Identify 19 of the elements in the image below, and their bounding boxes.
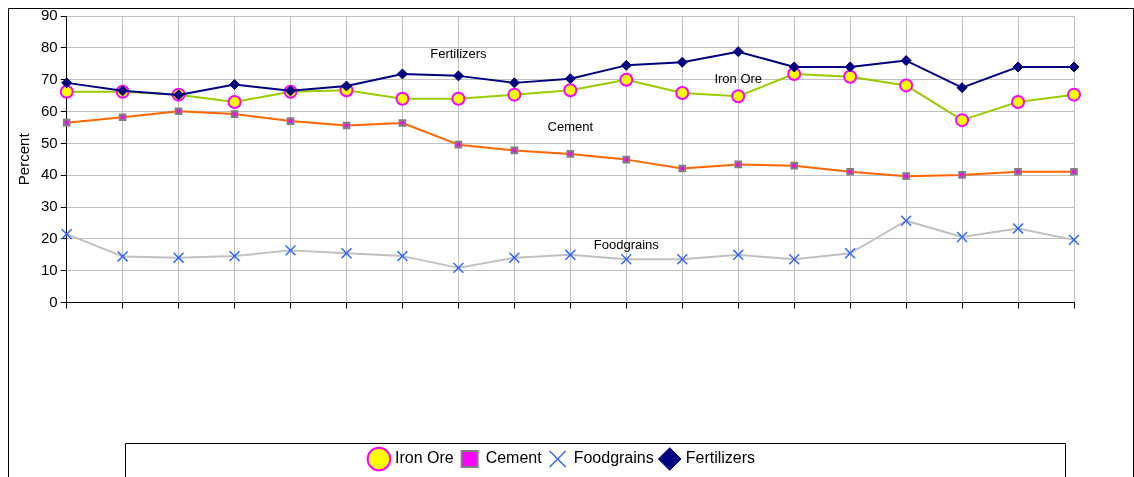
annotation: Cement (547, 119, 594, 135)
y-tick-label: 50 (41, 133, 58, 151)
legend-label: Foodgrains (573, 449, 654, 467)
legend-label: Fertilizers (685, 449, 756, 467)
annotation: Fertilizers (430, 45, 488, 61)
legend-label: Iron Ore (394, 449, 454, 467)
y-tick-label: 30 (41, 197, 58, 215)
y-tick-label: 90 (41, 6, 58, 24)
y-tick-label: 10 (41, 260, 58, 278)
legend-label: Cement (485, 449, 543, 467)
y-tick-label: 80 (41, 37, 58, 55)
y-axis-title: Percent (15, 132, 33, 186)
y-tick-label: 70 (41, 69, 58, 87)
y-tick-label: 0 (49, 292, 58, 310)
annotation: Iron Ore (714, 71, 763, 87)
y-tick-label: 20 (41, 229, 58, 247)
y-tick-label: 60 (41, 101, 58, 119)
annotation: Foodgrains (593, 236, 660, 252)
y-tick-label: 40 (41, 165, 58, 183)
